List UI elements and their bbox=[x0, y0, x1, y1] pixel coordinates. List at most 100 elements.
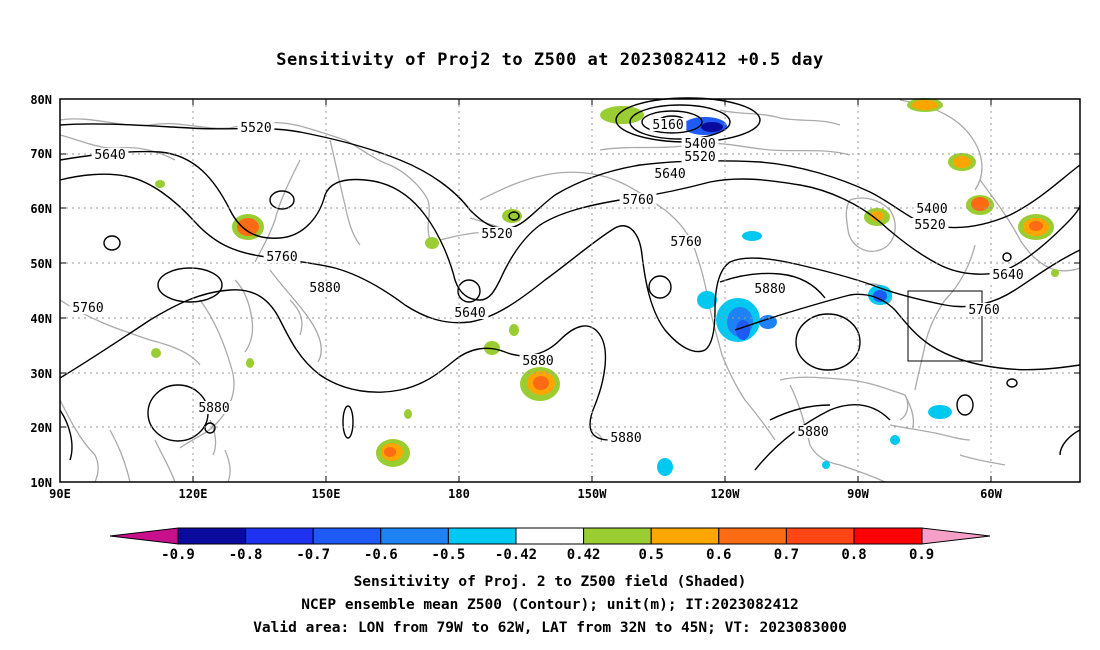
lat-tick-label: 20N bbox=[30, 421, 52, 435]
contour-label: 5520 bbox=[914, 218, 945, 233]
colorbar-tick-label: -0.42 bbox=[495, 547, 537, 563]
contour-label: 5760 bbox=[72, 301, 103, 316]
map-frame bbox=[59, 98, 1081, 483]
lon-tick-label: 60W bbox=[980, 487, 1002, 501]
colorbar-tick-label: 0.7 bbox=[774, 547, 799, 563]
caption-shading: Sensitivity of Proj. 2 to Z500 field (Sh… bbox=[353, 574, 747, 590]
contour-label: 5160 bbox=[652, 118, 683, 133]
contour-label-bg bbox=[667, 235, 705, 248]
lon-axis-labels: 90E 120E 150E 180 150W 120W 90W 60W bbox=[49, 487, 1002, 501]
contour-label: 5760 bbox=[622, 193, 653, 208]
contour-label: 5640 bbox=[992, 268, 1023, 283]
contour-label-bg bbox=[649, 118, 687, 131]
colorbar-tick-label: -0.8 bbox=[229, 547, 263, 563]
contour-label: 5760 bbox=[670, 235, 701, 250]
contour-label-bg bbox=[681, 137, 719, 150]
contour-label: 5520 bbox=[481, 227, 512, 242]
lon-tick-label: 120E bbox=[179, 487, 208, 501]
contour-label: 5760 bbox=[266, 250, 297, 265]
lon-tick-label: 120W bbox=[711, 487, 741, 501]
valid-area-box bbox=[907, 290, 983, 362]
contour-label: 5760 bbox=[968, 303, 999, 318]
colorbar-tick-label: 0.42 bbox=[567, 547, 601, 563]
colorbar-tick-label: -0.6 bbox=[364, 547, 398, 563]
contour-label: 5640 bbox=[654, 167, 685, 182]
contour-label-bg bbox=[478, 227, 516, 240]
lon-tick-label: 180 bbox=[448, 487, 470, 501]
graticule bbox=[60, 99, 1080, 482]
contour-label-bg bbox=[751, 282, 789, 295]
contour-label: 5520 bbox=[240, 121, 271, 136]
contour-label: 5520 bbox=[684, 150, 715, 165]
contour-label-bg bbox=[911, 218, 949, 231]
caption-contour: NCEP ensemble mean Z500 (Contour); unit(… bbox=[301, 597, 799, 613]
contour-label: 5640 bbox=[94, 148, 125, 163]
caption-valid-area: Valid area: LON from 79W to 62W, LAT fro… bbox=[253, 620, 847, 636]
colorbar-tick-label: -0.9 bbox=[161, 547, 195, 563]
lat-tick-label: 50N bbox=[30, 257, 52, 271]
contour-label-bg bbox=[195, 401, 233, 414]
lon-tick-label: 90W bbox=[847, 487, 869, 501]
contour-label-bg bbox=[607, 431, 645, 444]
colorbar-cell bbox=[447, 527, 517, 545]
contour-label: 5400 bbox=[916, 202, 947, 217]
colorbar: -0.9 -0.8 -0.7 -0.6 -0.5 -0.42 0.42 0.5 0.6 0.7 0.… bbox=[109, 527, 991, 563]
colorbar-tick-label: -0.7 bbox=[296, 547, 330, 563]
contour-label: 5880 bbox=[198, 401, 229, 416]
colorbar-cell bbox=[583, 527, 652, 545]
contour-label-bg bbox=[794, 425, 832, 438]
lat-tick-label: 40N bbox=[30, 312, 52, 326]
colorbar-tick-label: 0.6 bbox=[706, 547, 731, 563]
lon-tick-label: 150W bbox=[578, 487, 608, 501]
colorbar-tick-label: 0.9 bbox=[909, 547, 934, 563]
contour-label-bg bbox=[306, 281, 344, 294]
contour-label-bg bbox=[451, 306, 489, 319]
colorbar-tick-label: 0.8 bbox=[841, 547, 866, 563]
contour-label-bg bbox=[965, 303, 1003, 316]
colorbar-cell bbox=[177, 527, 247, 545]
lat-tick-label: 10N bbox=[30, 476, 52, 490]
z500-contours bbox=[59, 97, 1081, 471]
contour-label-bg bbox=[651, 167, 689, 180]
contour-label-bg bbox=[91, 148, 129, 161]
colorbar-cell bbox=[853, 527, 923, 545]
colorbar-cell bbox=[718, 527, 787, 545]
lat-axis-labels: 80N 70N 60N 50N 40N 30N 20N 10N bbox=[30, 93, 52, 490]
contour-label-bg bbox=[989, 268, 1027, 281]
colorbar-cell bbox=[312, 527, 382, 545]
contour-label-layer: 5520564051605400552056405760552057605640… bbox=[69, 118, 1027, 446]
contour-label: 5880 bbox=[797, 425, 828, 440]
contour-label: 5880 bbox=[309, 281, 340, 296]
lat-tick-label: 30N bbox=[30, 367, 52, 381]
colorbar-cell bbox=[515, 527, 585, 545]
contour-label-bg bbox=[69, 301, 107, 314]
colorbar-cell bbox=[650, 527, 720, 545]
lon-tick-label: 150E bbox=[312, 487, 341, 501]
map-panel: 5520564051605400552056405760552057605640… bbox=[30, 93, 1081, 501]
lat-tick-label: 80N bbox=[30, 93, 52, 107]
contour-label: 5880 bbox=[754, 282, 785, 297]
colorbar-cell bbox=[380, 527, 449, 545]
lat-tick-label: 70N bbox=[30, 147, 52, 161]
contour-label-bg bbox=[519, 354, 557, 367]
contour-label-bg bbox=[913, 202, 951, 215]
contour-label: 5880 bbox=[610, 431, 641, 446]
colorbar-cell bbox=[245, 527, 314, 545]
colorbar-cell bbox=[785, 527, 855, 545]
contour-label-bg bbox=[619, 193, 657, 206]
sensitivity-shading bbox=[151, 98, 1059, 476]
colorbar-low-end bbox=[109, 527, 179, 545]
figure-title: Sensitivity of Proj2 to Z500 at 20230824… bbox=[276, 50, 824, 70]
axis-ticks bbox=[59, 98, 1080, 483]
lat-tick-label: 60N bbox=[30, 202, 52, 216]
contour-label-bg bbox=[263, 250, 301, 263]
contour-label: 5640 bbox=[454, 306, 485, 321]
lon-tick-label: 90E bbox=[49, 487, 71, 501]
contour-label-bg bbox=[681, 150, 719, 163]
contour-label-bg bbox=[237, 121, 275, 134]
colorbar-tick-label: -0.5 bbox=[432, 547, 466, 563]
contour-label: 5400 bbox=[684, 137, 715, 152]
colorbar-high-end bbox=[921, 527, 991, 545]
colorbar-tick-label: 0.5 bbox=[639, 547, 664, 563]
